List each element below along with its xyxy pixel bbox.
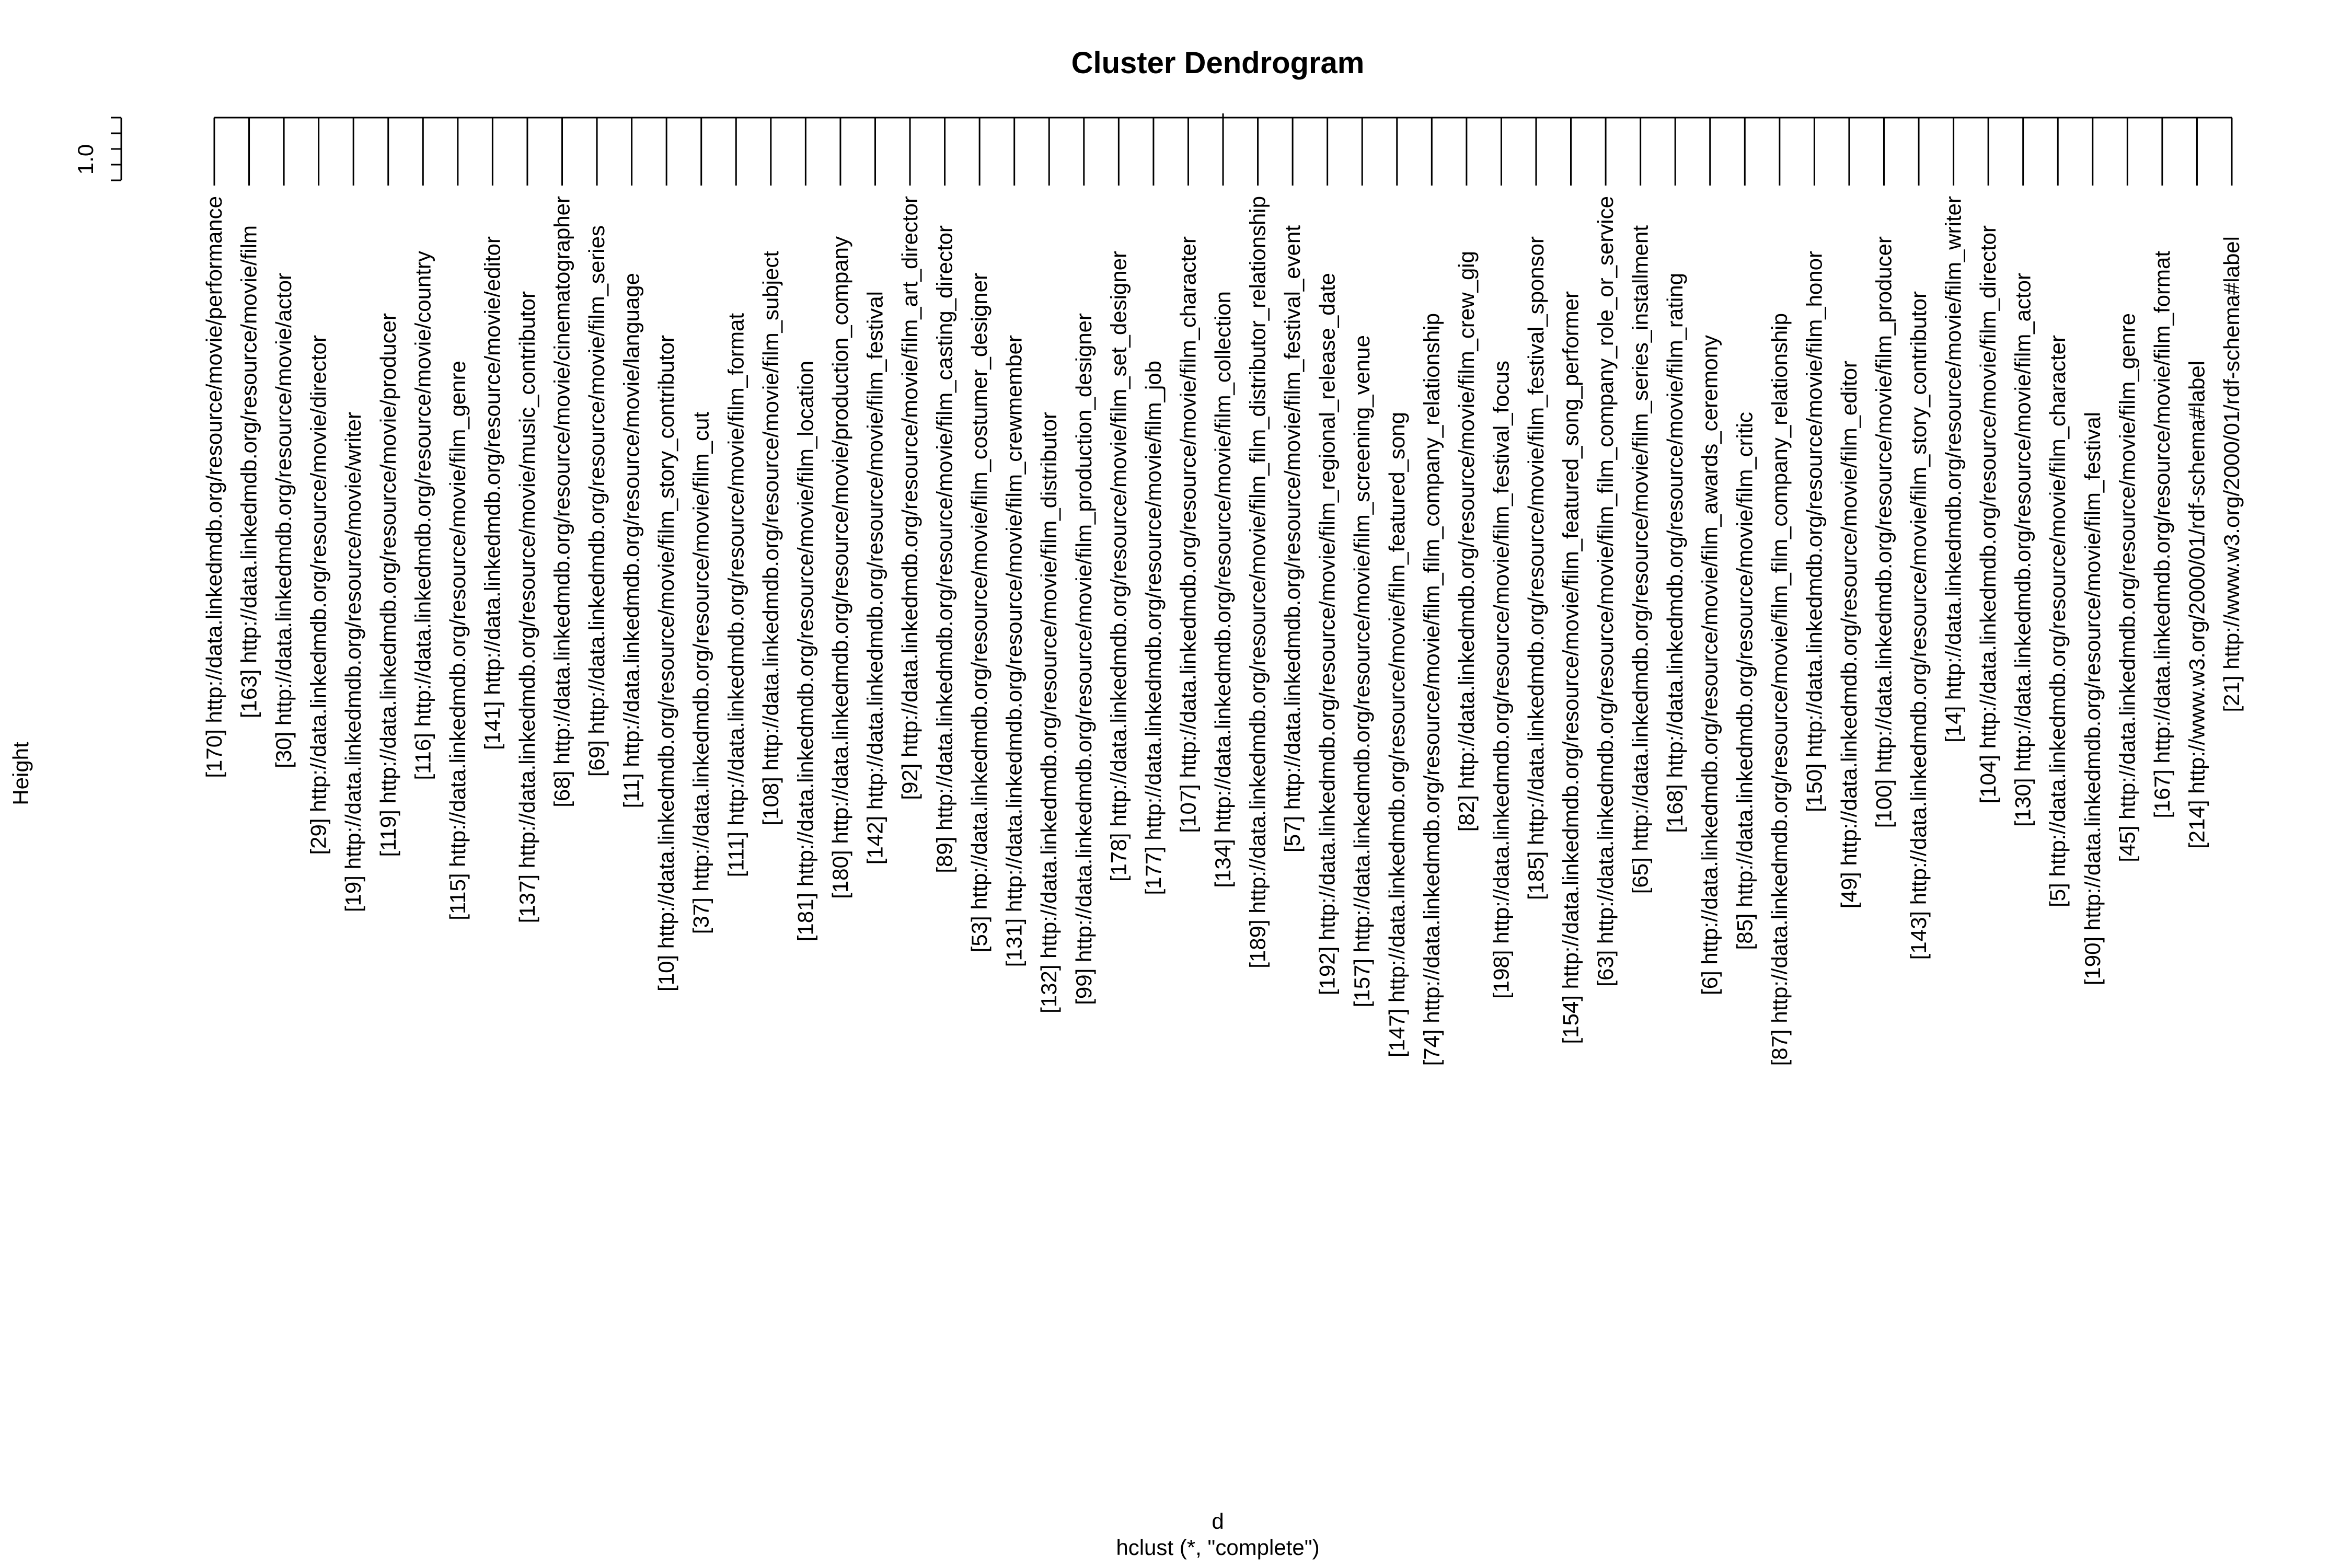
dendrogram-tree	[213, 113, 2233, 186]
method-sublabel: hclust (*, "complete")	[1116, 1535, 1319, 1560]
leaf-label: [142] http://data.linkedmdb.org/resource…	[862, 291, 887, 864]
x-axis-label: d	[1212, 1509, 1224, 1534]
leaf-label: [87] http://data.linkedmdb.org/resource/…	[1767, 313, 1792, 1066]
leaf-label: [168] http://data.linkedmdb.org/resource…	[1663, 273, 1687, 833]
leaf-label: [92] http://data.linkedmdb.org/resource/…	[897, 196, 922, 800]
leaf-label: [37] http://data.linkedmdb.org/resource/…	[689, 412, 713, 934]
leaf-label: [190] http://data.linkedmdb.org/resource…	[2080, 412, 2105, 985]
y-tick-label: 1.0	[73, 144, 98, 175]
leaf-label: [108] http://data.linkedmdb.org/resource…	[758, 251, 783, 826]
leaf-label: [29] http://data.linkedmdb.org/resource/…	[306, 335, 331, 855]
leaf-label: [119] http://data.linkedmdb.org/resource…	[376, 313, 400, 857]
y-axis: 1.0	[73, 117, 122, 181]
leaf-label: [157] http://data.linkedmdb.org/resource…	[1350, 335, 1374, 1007]
leaf-label: [65] http://data.linkedmdb.org/resource/…	[1628, 225, 1653, 894]
leaf-label: [57] http://data.linkedmdb.org/resource/…	[1280, 225, 1305, 852]
leaf-label: [177] http://data.linkedmdb.org/resource…	[1141, 361, 1166, 895]
leaf-label: [115] http://data.linkedmdb.org/resource…	[445, 361, 470, 920]
leaf-label: [154] http://data.linkedmdb.org/resource…	[1559, 291, 1583, 1044]
leaf-label: [131] http://data.linkedmdb.org/resource…	[1002, 335, 1027, 967]
leaf-label: [5] http://data.linkedmdb.org/resource/m…	[2045, 335, 2070, 907]
leaf-label: [21] http://www.w3.org/2000/01/rdf-schem…	[2219, 236, 2244, 712]
leaf-label: [143] http://data.linkedmdb.org/resource…	[1906, 291, 1931, 960]
leaf-label: [137] http://data.linkedmdb.org/resource…	[515, 291, 539, 923]
leaf-labels: [170] http://data.linkedmdb.org/resource…	[202, 196, 2244, 1066]
leaf-label: [99] http://data.linkedmdb.org/resource/…	[1071, 313, 1096, 1005]
leaf-label: [116] http://data.linkedmdb.org/resource…	[410, 251, 435, 780]
leaf-label: [6] http://data.linkedmdb.org/resource/m…	[1698, 335, 1722, 995]
leaf-label: [14] http://data.linkedmdb.org/resource/…	[1941, 196, 1966, 743]
y-axis-label: Height	[8, 742, 33, 805]
leaf-label: [130] http://data.linkedmdb.org/resource…	[2011, 273, 2035, 827]
leaf-label: [69] http://data.linkedmdb.org/resource/…	[584, 225, 609, 777]
leaf-label: [163] http://data.linkedmdb.org/resource…	[237, 225, 261, 718]
leaf-label: [167] http://data.linkedmdb.org/resource…	[2150, 251, 2174, 818]
leaf-label: [82] http://data.linkedmdb.org/resource/…	[1454, 251, 1479, 832]
leaf-label: [185] http://data.linkedmdb.org/resource…	[1524, 236, 1548, 900]
leaf-label: [11] http://data.linkedmdb.org/resource/…	[619, 273, 644, 808]
leaf-label: [111] http://data.linkedmdb.org/resource…	[723, 313, 748, 878]
leaf-label: [53] http://data.linkedmdb.org/resource/…	[967, 273, 991, 952]
leaf-label: [104] http://data.linkedmdb.org/resource…	[1976, 225, 2000, 804]
leaf-label: [89] http://data.linkedmdb.org/resource/…	[932, 225, 957, 873]
leaf-label: [63] http://data.linkedmdb.org/resource/…	[1593, 196, 1618, 987]
leaf-label: [10] http://data.linkedmdb.org/resource/…	[654, 335, 678, 991]
leaf-label: [85] http://data.linkedmdb.org/resource/…	[1732, 412, 1757, 950]
leaf-label: [141] http://data.linkedmdb.org/resource…	[480, 236, 504, 750]
leaf-label: [180] http://data.linkedmdb.org/resource…	[828, 236, 852, 899]
leaf-label: [134] http://data.linkedmdb.org/resource…	[1210, 291, 1235, 888]
leaf-label: [170] http://data.linkedmdb.org/resource…	[202, 196, 226, 778]
leaf-label: [147] http://data.linkedmdb.org/resource…	[1385, 412, 1409, 1057]
leaf-label: [30] http://data.linkedmdb.org/resource/…	[271, 273, 296, 768]
leaf-label: [181] http://data.linkedmdb.org/resource…	[793, 361, 817, 941]
leaf-label: [150] http://data.linkedmdb.org/resource…	[1802, 251, 1826, 812]
leaf-label: [214] http://www.w3.org/2000/01/rdf-sche…	[2184, 361, 2209, 849]
leaf-label: [74] http://data.linkedmdb.org/resource/…	[1419, 313, 1444, 1066]
leaf-label: [198] http://data.linkedmdb.org/resource…	[1489, 361, 1513, 999]
leaf-label: [49] http://data.linkedmdb.org/resource/…	[1837, 361, 1861, 908]
leaf-label: [189] http://data.linkedmdb.org/resource…	[1246, 196, 1270, 969]
leaf-label: [45] http://data.linkedmdb.org/resource/…	[2115, 313, 2139, 862]
chart-title: Cluster Dendrogram	[1071, 46, 1365, 80]
leaf-label: [19] http://data.linkedmdb.org/resource/…	[341, 412, 365, 912]
leaf-label: [100] http://data.linkedmdb.org/resource…	[1871, 236, 1896, 828]
leaf-label: [192] http://data.linkedmdb.org/resource…	[1315, 273, 1340, 995]
leaf-label: [178] http://data.linkedmdb.org/resource…	[1106, 251, 1131, 882]
leaf-label: [132] http://data.linkedmdb.org/resource…	[1036, 412, 1061, 1013]
leaf-label: [107] http://data.linkedmdb.org/resource…	[1175, 236, 1200, 833]
leaf-label: [68] http://data.linkedmdb.org/resource/…	[550, 196, 574, 808]
